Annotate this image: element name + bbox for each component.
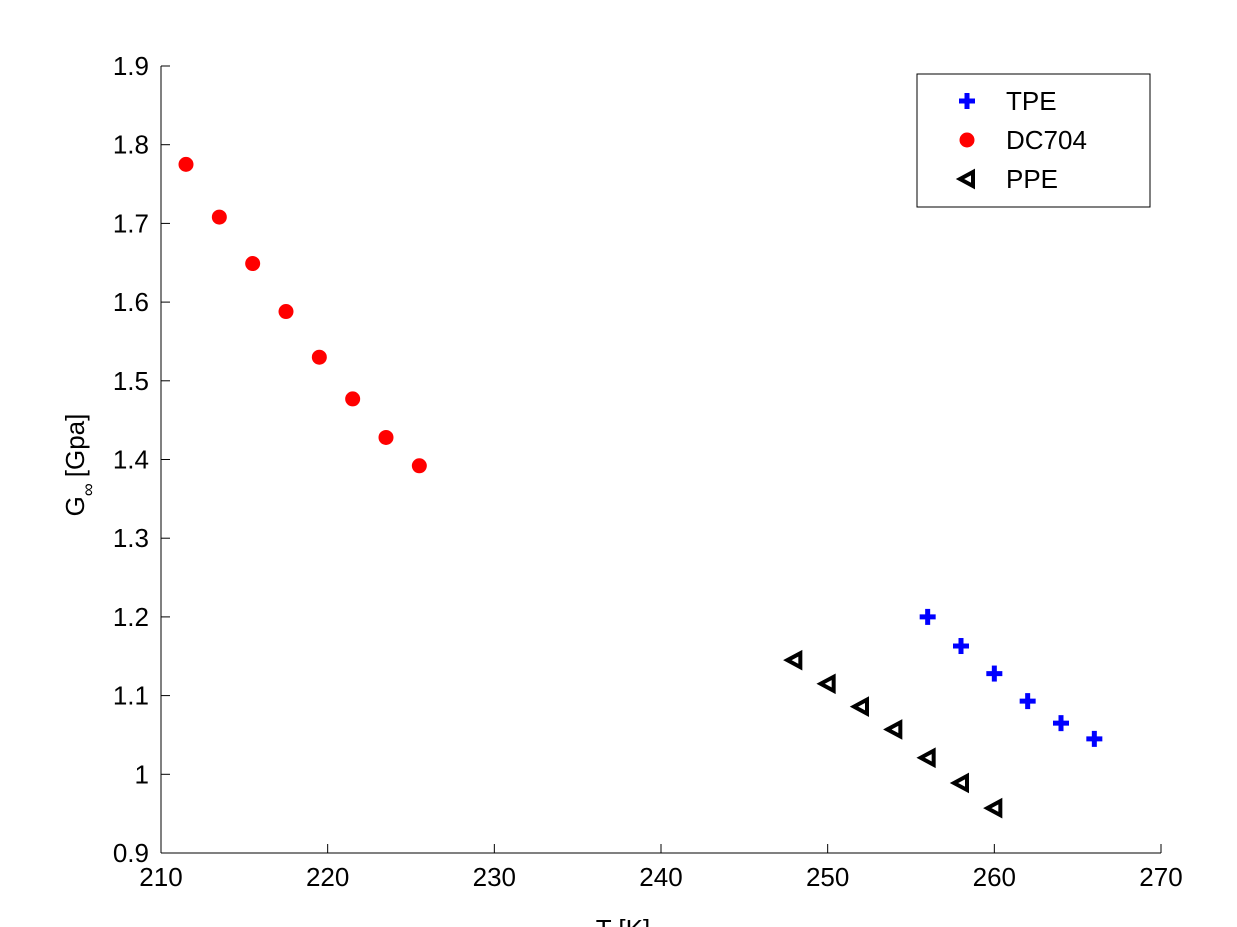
- y-axis-label: G∞ [Gpa]: [60, 414, 98, 517]
- legend-marker-tpe: [959, 93, 975, 109]
- data-point-dc704: [178, 156, 194, 172]
- x-tick-label: 250: [806, 862, 849, 892]
- data-point-ppe: [916, 747, 936, 769]
- data-point-dc704: [278, 304, 294, 320]
- data-point-ppe: [949, 772, 969, 794]
- data-point-dc704: [345, 391, 361, 407]
- legend-label-dc704: DC704: [1006, 125, 1087, 155]
- series-tpe: [919, 608, 1103, 747]
- data-point-dc704: [378, 429, 394, 445]
- x-axis-label: T [K]: [596, 914, 650, 927]
- data-point-tpe: [919, 608, 936, 625]
- y-tick-label: 1.1: [113, 681, 149, 711]
- data-point-dc704: [211, 209, 227, 225]
- y-tick-label: 1.4: [113, 445, 149, 475]
- data-point-ppe: [883, 719, 903, 740]
- data-points: [178, 156, 1103, 819]
- y-axis-label-subscript: ∞: [78, 483, 98, 496]
- legend-marker-ppe: [955, 168, 975, 190]
- axes: 210 220 230 240 250 260 270 0.9 1 1.1 1.2 1.3 1.4 1.5…: [113, 51, 1183, 892]
- y-tick-label: 1.9: [113, 51, 149, 81]
- y-tick-label: 1.7: [113, 208, 149, 238]
- legend-label-tpe: TPE: [1006, 86, 1057, 116]
- data-point-tpe: [1053, 715, 1069, 732]
- y-tick-label: 0.9: [113, 838, 149, 868]
- data-point-tpe: [1019, 693, 1036, 710]
- data-point-dc704: [245, 256, 261, 272]
- data-point-dc704: [411, 458, 427, 474]
- y-tick-label: 1.3: [113, 523, 149, 553]
- series-dc704: [178, 156, 427, 474]
- legend-marker-dc704: [959, 132, 975, 148]
- legend-label-ppe: PPE: [1006, 164, 1058, 194]
- data-point-tpe: [986, 665, 1003, 682]
- data-point-dc704: [311, 349, 327, 365]
- y-tick-label: 1.2: [113, 602, 149, 632]
- x-tick-label: 210: [139, 862, 182, 892]
- x-tick-label: 230: [473, 862, 516, 892]
- x-tick-label: 270: [1139, 862, 1182, 892]
- data-point-ppe: [816, 673, 836, 695]
- data-point-ppe: [783, 649, 803, 671]
- y-tick-label: 1.5: [113, 366, 149, 396]
- legend-box: [916, 73, 1151, 208]
- x-tick-label: 220: [306, 862, 349, 892]
- x-tick-label: 240: [639, 862, 682, 892]
- data-point-ppe: [983, 797, 1003, 819]
- data-point-tpe: [1086, 730, 1103, 747]
- y-tick-label: 1: [135, 759, 149, 789]
- y-tick-label: 1.8: [113, 130, 149, 160]
- y-axis-label-unit: [Gpa]: [60, 414, 90, 478]
- y-axis-label-main: G: [60, 496, 90, 516]
- y-tick-label: 1.6: [113, 287, 149, 317]
- series-ppe: [783, 649, 1003, 819]
- data-point-tpe: [953, 638, 969, 655]
- data-point-ppe: [849, 696, 869, 717]
- x-tick-label: 260: [973, 862, 1016, 892]
- svg-text:G∞[Gpa]: G∞ [Gpa]: [60, 414, 98, 517]
- legend: TPE DC704 PPE: [916, 73, 1151, 208]
